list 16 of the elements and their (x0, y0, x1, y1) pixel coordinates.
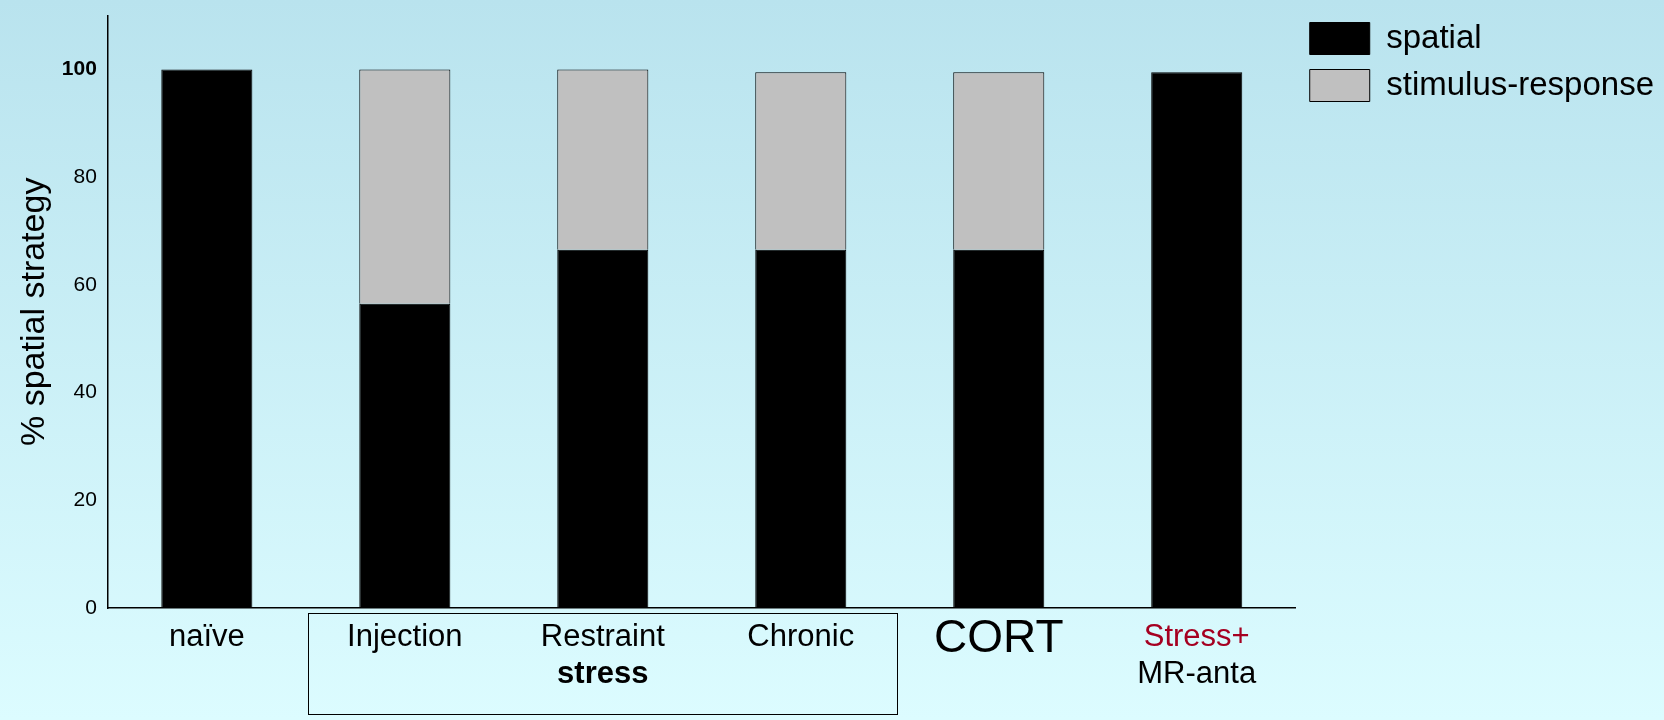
x-tick-label: naïve (168, 618, 245, 654)
y-tick-label: 0 (85, 594, 97, 618)
x-tick-label: Stress+ MR-anta (1137, 618, 1257, 691)
y-tick-label: 60 (73, 271, 97, 295)
y-tick-label: 40 (73, 379, 97, 403)
text: stress (557, 655, 649, 691)
y-tick-label: 20 (73, 487, 97, 511)
y-axis-title: % spatial strategy (12, 177, 51, 446)
x-tick-label: Restraint (540, 618, 666, 654)
x-tick-label: Chronic (747, 618, 855, 654)
legend-label: stimulus-response (1386, 64, 1655, 102)
x-tick-label: Injection (347, 618, 463, 654)
legend-label: spatial (1386, 17, 1482, 55)
x-tick-label: CORT (934, 609, 1064, 662)
y-tick-label: 100 (61, 56, 97, 80)
y-tick-label: 80 (73, 163, 97, 187)
